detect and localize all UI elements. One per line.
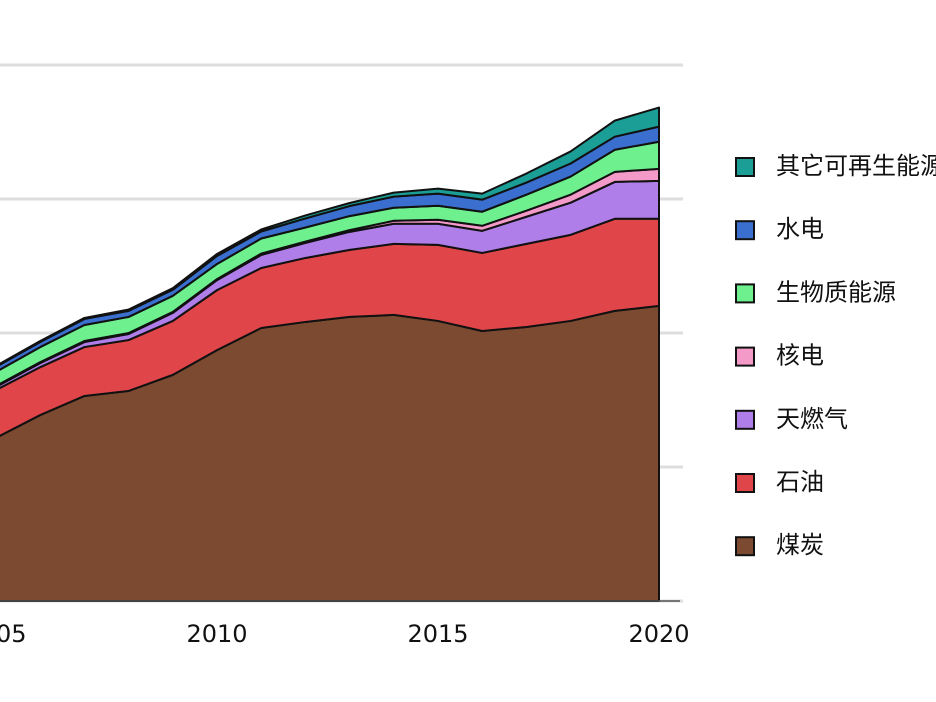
legend-label: 生物质能源	[776, 278, 896, 306]
legend-label: 煤炭	[776, 531, 824, 559]
legend-swatch	[735, 157, 755, 177]
x-tick-label: 2010	[186, 620, 247, 648]
legend-swatch	[735, 220, 755, 241]
legend-label: 水电	[776, 215, 824, 243]
area	[0, 106, 660, 366]
legend-swatch	[735, 346, 755, 367]
legend-swatch	[735, 473, 755, 493]
legend-label: 核电	[776, 342, 824, 370]
x-tick-label: 2020	[628, 620, 689, 648]
legend-label: 其它可再生能源	[776, 152, 936, 180]
legend-swatch	[735, 536, 755, 557]
legend-swatch	[735, 409, 755, 430]
x-tick-label: 2005	[0, 620, 27, 648]
legend-label: 石油	[776, 468, 824, 496]
legend-swatch	[735, 283, 755, 304]
x-tick-label: 2015	[407, 620, 468, 648]
legend-label: 天燃气	[776, 405, 848, 433]
